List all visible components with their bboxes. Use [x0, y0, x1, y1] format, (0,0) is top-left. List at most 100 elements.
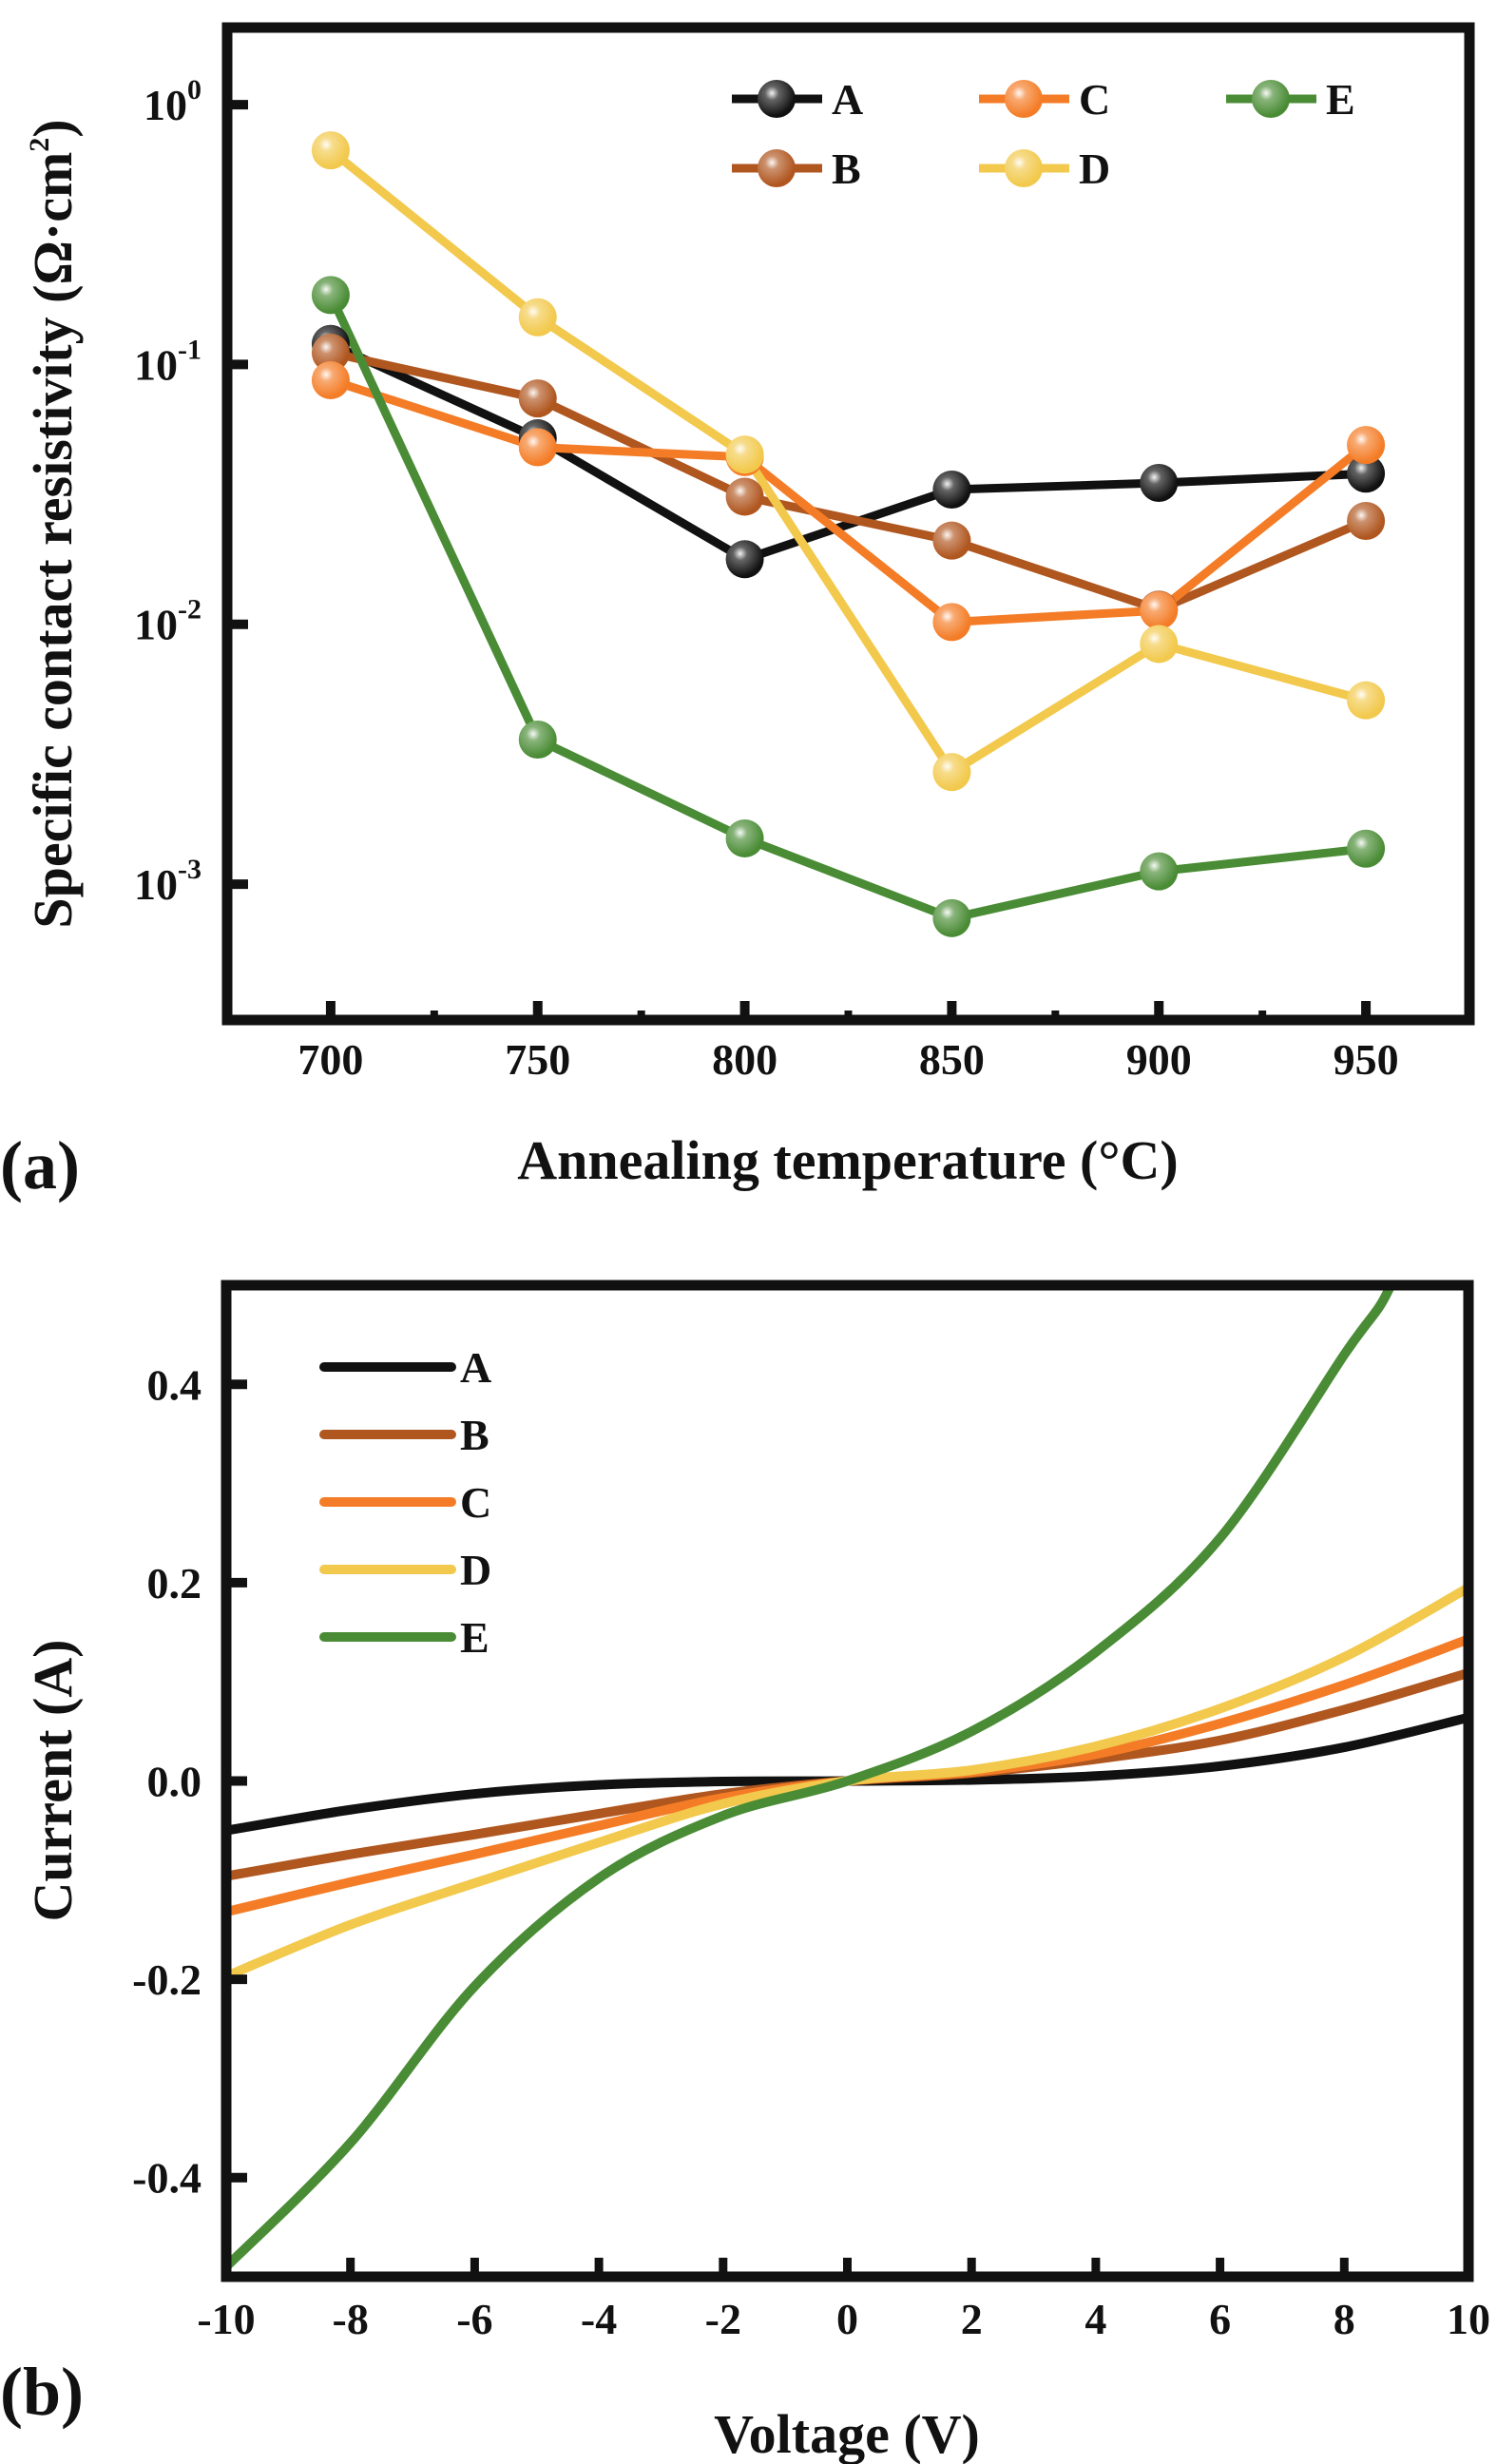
iv-curve-E — [226, 1285, 1396, 2272]
x-tick-label: 750 — [505, 1035, 570, 1084]
marker-highlight — [725, 540, 764, 579]
data-point-C-750 — [518, 428, 557, 467]
marker-highlight — [725, 477, 764, 516]
x-tick-label: 2 — [961, 2295, 983, 2343]
x-tick-label: 0 — [836, 2295, 858, 2343]
marker-highlight — [932, 753, 971, 792]
series-line-A — [329, 339, 1367, 564]
marker-highlight — [1347, 681, 1386, 720]
marker-highlight — [311, 360, 350, 399]
y-tick-label: 10-2 — [134, 594, 202, 649]
panel-a-y-axis-title: Specific contact resistivity (Ω·cm2) — [22, 119, 84, 928]
panel-a-y-axis-title-end: ) — [22, 119, 84, 137]
marker-highlight — [518, 428, 557, 467]
data-point-D-850 — [932, 753, 971, 792]
marker-highlight — [518, 721, 557, 760]
data-point-E-950 — [1347, 829, 1386, 868]
legend-item-A: A — [732, 75, 863, 124]
marker-highlight — [1347, 501, 1386, 540]
panel-b-label: (b) — [0, 2354, 84, 2430]
panel-b-ticks — [226, 1379, 1349, 2277]
legend-label: C — [1079, 75, 1110, 124]
panel-a-legend: AB CD E — [732, 75, 1355, 193]
data-point-D-900 — [1140, 625, 1179, 664]
x-tick-label: 10 — [1447, 2295, 1490, 2343]
legend-label: D — [1079, 144, 1110, 193]
y-tick-base: 10 — [134, 860, 178, 909]
data-point-E-750 — [518, 721, 557, 760]
legend-marker-highlight — [1252, 80, 1290, 118]
marker-highlight — [932, 898, 971, 937]
panel-a-series — [311, 131, 1386, 937]
panel-b-x-axis-title: Voltage (V) — [714, 2403, 980, 2464]
marker-highlight — [725, 818, 764, 857]
x-tick-label: -10 — [197, 2295, 255, 2343]
y-tick-label: 0.2 — [147, 1559, 202, 1607]
legend-item-C: C — [979, 75, 1110, 124]
data-point-B-950 — [1347, 501, 1386, 540]
legend-label: C — [460, 1478, 491, 1527]
legend-label: A — [460, 1343, 491, 1392]
x-tick-label: 6 — [1209, 2295, 1231, 2343]
marker-highlight — [1140, 464, 1179, 503]
y-tick-label: 10-3 — [134, 854, 202, 909]
series-line-E — [326, 293, 1367, 923]
data-point-E-800 — [725, 818, 764, 857]
y-tick-label: 10-1 — [134, 334, 202, 389]
marker-highlight — [725, 435, 764, 474]
series-line-D — [328, 146, 1368, 777]
data-point-E-700 — [311, 276, 350, 315]
marker-highlight — [932, 603, 971, 642]
data-point-C-700 — [311, 360, 350, 399]
series-line-B — [329, 348, 1368, 614]
marker-highlight — [1347, 426, 1386, 465]
data-point-A-900 — [1140, 464, 1179, 503]
y-tick-exponent: 0 — [187, 74, 202, 106]
data-point-E-900 — [1140, 852, 1179, 891]
panel-a-label: (a) — [0, 1127, 80, 1203]
panel-a-x-tick-labels: 700 750 800 850 900 950 — [297, 1035, 1398, 1084]
legend-label: E — [1326, 75, 1355, 124]
y-tick-exponent: -2 — [178, 594, 202, 626]
data-point-C-900 — [1140, 591, 1179, 630]
data-point-B-800 — [725, 477, 764, 516]
panel-a-y-axis-title-sup: 2 — [24, 138, 55, 152]
x-tick-label: 850 — [919, 1035, 985, 1084]
y-tick-label: 100 — [144, 74, 202, 129]
marker-highlight — [518, 298, 557, 337]
marker-highlight — [1347, 829, 1386, 868]
y-tick-base: 10 — [134, 340, 178, 389]
legend-marker-highlight — [1005, 80, 1043, 118]
legend-item-A: A — [319, 1343, 491, 1392]
legend-item-D: D — [979, 144, 1110, 193]
legend-item-D: D — [319, 1546, 491, 1594]
panel-a-ticks — [227, 100, 1372, 1020]
x-tick-label: 800 — [712, 1035, 777, 1084]
x-tick-label: 700 — [297, 1035, 363, 1084]
panel-b-y-tick-labels: 0.4 0.2 0.0 -0.2 -0.4 — [132, 1360, 202, 2202]
x-tick-label: 8 — [1334, 2295, 1355, 2343]
marker-highlight — [932, 471, 971, 510]
y-tick-base: 10 — [144, 81, 187, 129]
marker-highlight — [311, 334, 350, 373]
x-tick-label: 4 — [1084, 2295, 1106, 2343]
marker-highlight — [1140, 852, 1179, 891]
data-point-D-750 — [518, 298, 557, 337]
panel-b-y-axis-title: Current (A) — [22, 1640, 84, 1922]
legend-marker-highlight — [1005, 149, 1043, 187]
y-tick-base: 10 — [134, 601, 178, 649]
x-tick-label: -2 — [705, 2295, 741, 2343]
marker-highlight — [311, 276, 350, 315]
legend-label: E — [460, 1613, 489, 1662]
x-tick-label: 900 — [1126, 1035, 1192, 1084]
marker-highlight — [932, 521, 971, 560]
x-tick-label: -6 — [456, 2295, 492, 2343]
panel-b: -10 -8 -6 -4 -2 0 2 4 6 8 10 0.40.20.0-0.2-0.4 ABC… — [0, 1280, 1490, 2464]
marker-highlight — [311, 131, 350, 170]
x-tick-label: 950 — [1334, 1035, 1399, 1084]
data-point-D-800 — [725, 435, 764, 474]
data-point-E-850 — [932, 898, 971, 937]
data-point-A-850 — [932, 471, 971, 510]
